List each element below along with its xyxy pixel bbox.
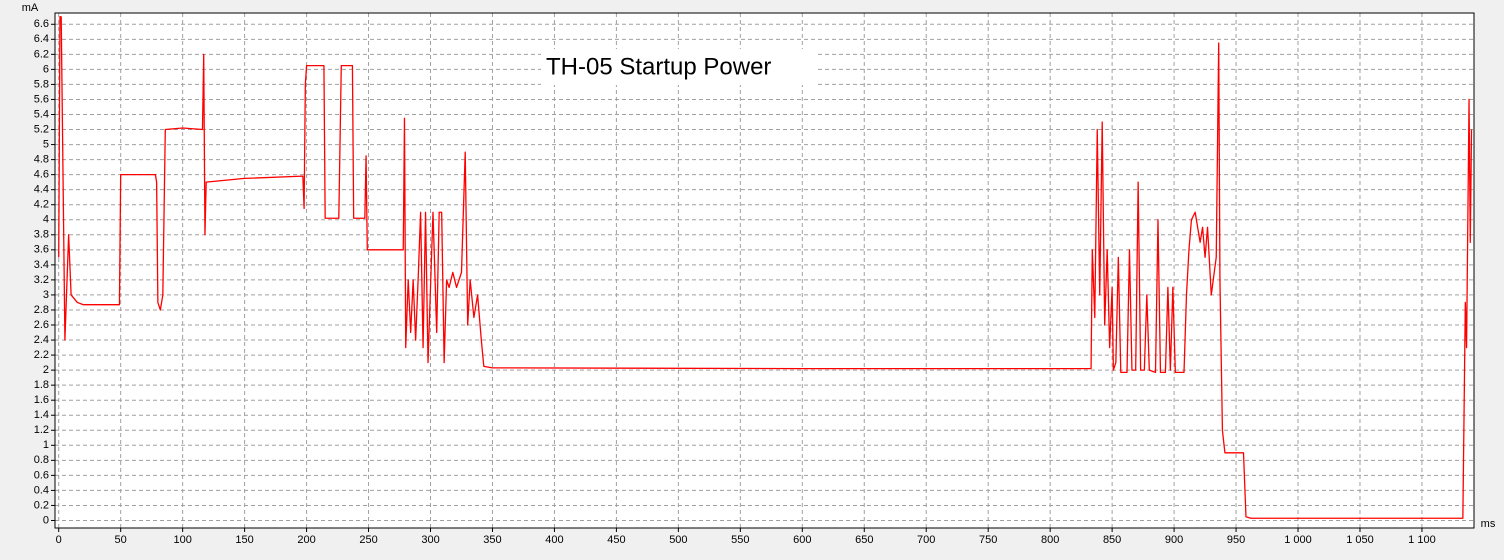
y-tick-label: 5.4 — [34, 108, 49, 120]
y-tick-label: 3 — [43, 289, 49, 301]
y-tick-label: 3.8 — [34, 229, 49, 241]
y-tick-label: 5.8 — [34, 78, 49, 90]
y-tick-label: 0.2 — [34, 499, 49, 511]
y-tick-label: 4 — [43, 214, 49, 226]
y-tick-label: 1.6 — [34, 394, 49, 406]
annotation-bg — [541, 49, 815, 85]
x-tick-label: 800 — [1041, 534, 1059, 546]
x-tick-label: 550 — [731, 534, 749, 546]
y-tick-label: 2.8 — [34, 304, 49, 316]
y-tick-label: 1.8 — [34, 379, 49, 391]
x-tick-label: 1 050 — [1346, 534, 1374, 546]
x-tick-label: 650 — [855, 534, 873, 546]
y-tick-label: 0 — [43, 514, 49, 526]
x-tick-label: 700 — [917, 534, 935, 546]
y-tick-label: 4.6 — [34, 169, 49, 181]
y-tick-label: 0.4 — [34, 484, 49, 496]
x-tick-label: 950 — [1227, 534, 1245, 546]
y-tick-label: 2.2 — [34, 349, 49, 361]
x-tick-label: 750 — [979, 534, 997, 546]
y-tick-label: 5.2 — [34, 123, 49, 135]
x-tick-label: 400 — [545, 534, 563, 546]
x-tick-label: 0 — [56, 534, 62, 546]
x-tick-label: 250 — [359, 534, 377, 546]
x-tick-label: 150 — [235, 534, 253, 546]
plot-area — [55, 13, 1474, 528]
y-tick-label: 3.2 — [34, 274, 49, 286]
y-tick-label: 3.6 — [34, 244, 49, 256]
y-tick-label: 2 — [43, 364, 49, 376]
y-tick-label: 5 — [43, 138, 49, 150]
x-tick-label: 500 — [669, 534, 687, 546]
x-axis-label: ms — [1481, 518, 1496, 530]
x-tick-label: 1 000 — [1284, 534, 1312, 546]
y-tick-label: 6.4 — [34, 33, 49, 45]
x-tick-label: 450 — [607, 534, 625, 546]
y-axis-label: mA — [22, 2, 39, 14]
y-tick-label: 5.6 — [34, 93, 49, 105]
x-tick-label: 1 100 — [1408, 534, 1436, 546]
y-tick-label: 3.4 — [34, 259, 49, 271]
x-tick-label: 100 — [173, 534, 191, 546]
y-tick-label: 1 — [43, 439, 49, 451]
x-tick-label: 850 — [1103, 534, 1121, 546]
y-tick-label: 0.8 — [34, 454, 49, 466]
y-tick-label: 0.6 — [34, 469, 49, 481]
y-tick-label: 4.2 — [34, 199, 49, 211]
y-tick-label: 1.2 — [34, 424, 49, 436]
annotation-box: TH-05 Startup Power — [541, 49, 815, 85]
data-line — [58, 16, 1473, 519]
y-tick-label: 4.8 — [34, 154, 49, 166]
y-tick-label: 2.6 — [34, 319, 49, 331]
y-tick-label: 1.4 — [34, 409, 49, 421]
x-tick-label: 600 — [793, 534, 811, 546]
plot-border — [54, 12, 1475, 529]
y-tick-label: 6 — [43, 63, 49, 75]
annotation: TH-05 Startup Power — [546, 53, 771, 80]
y-tick-label: 6.2 — [34, 48, 49, 60]
x-tick-label: 350 — [483, 534, 501, 546]
x-tick-label: 50 — [115, 534, 127, 546]
y-tick-label: 6.6 — [34, 18, 49, 30]
y-tick-label: 4.4 — [34, 184, 49, 196]
x-tick-label: 300 — [421, 534, 439, 546]
x-tick-label: 900 — [1165, 534, 1183, 546]
x-tick-label: 200 — [297, 534, 315, 546]
y-tick-label: 2.4 — [34, 334, 49, 346]
